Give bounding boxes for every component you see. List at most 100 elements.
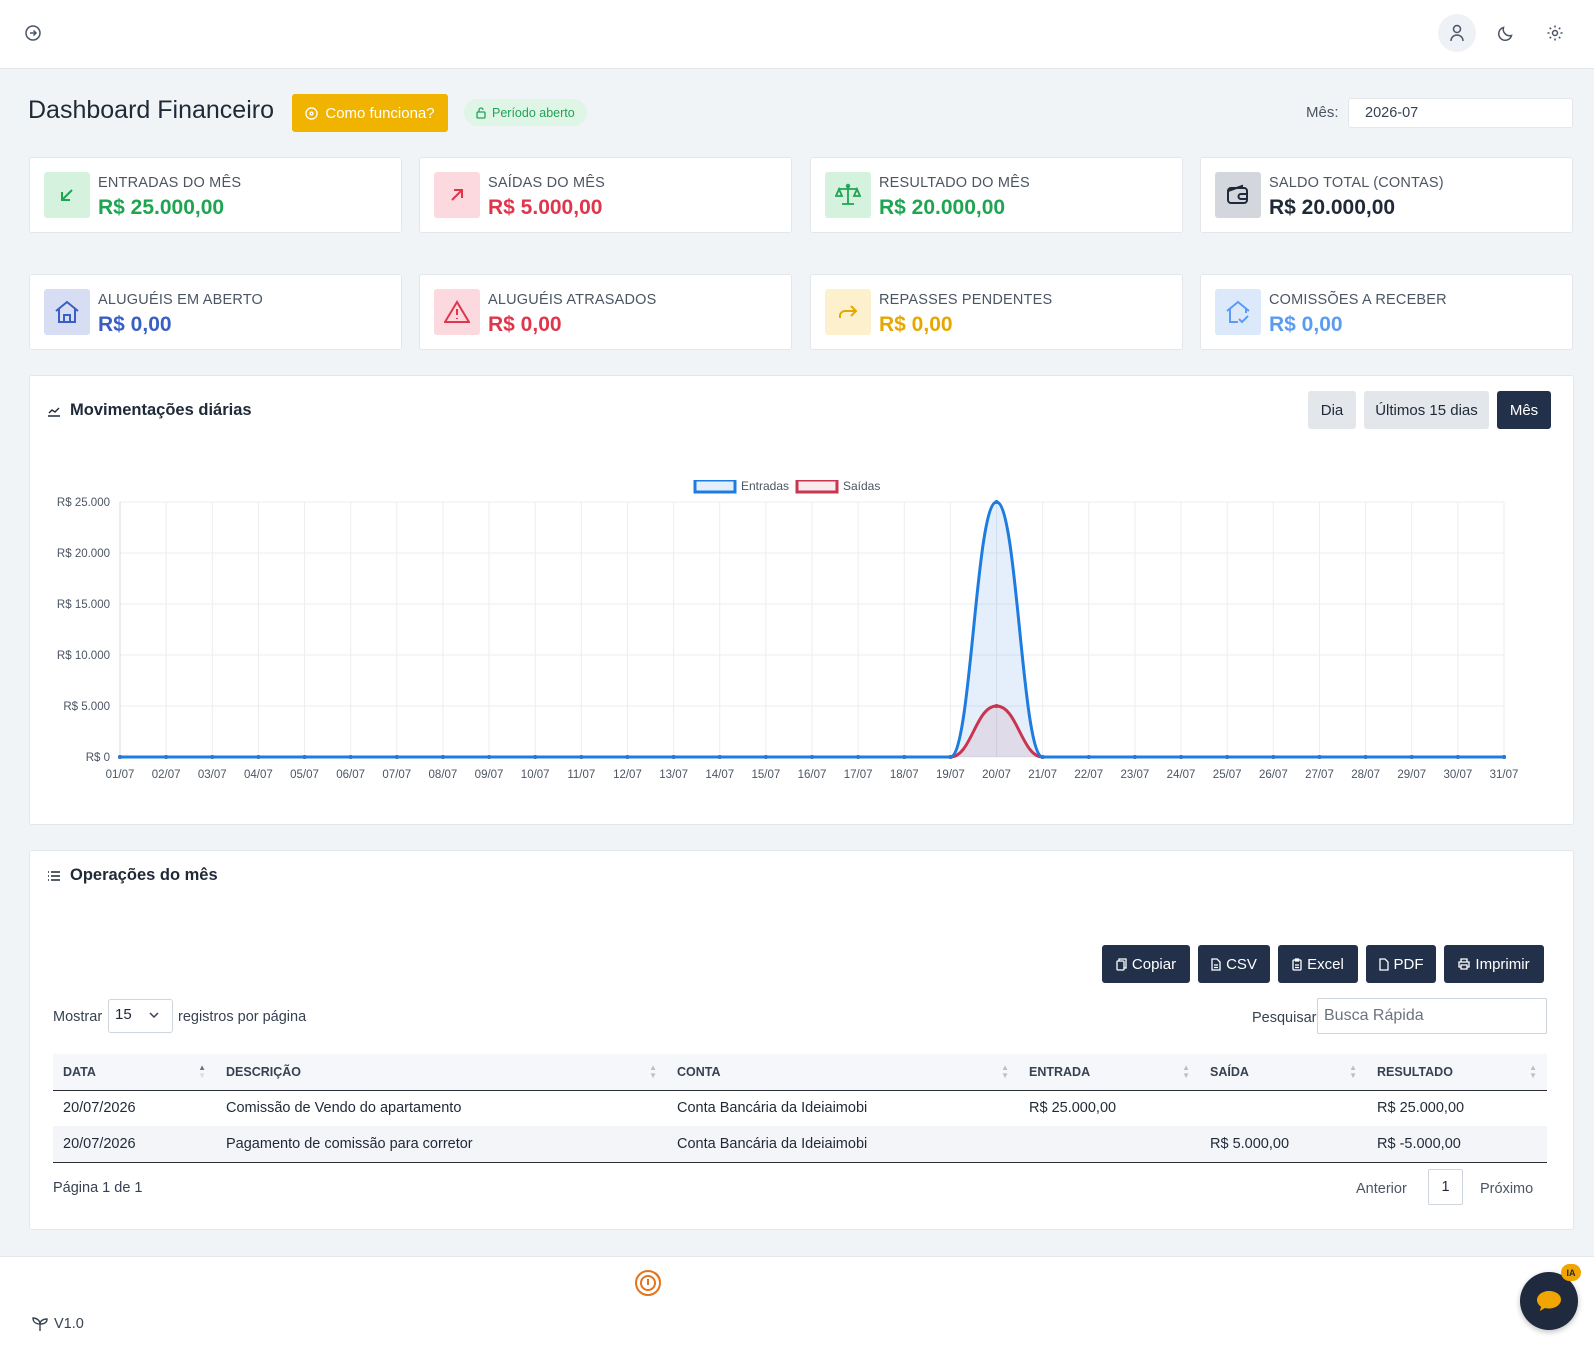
card-value: R$ 0,00	[488, 313, 562, 336]
legend-label: Entradas	[741, 480, 789, 493]
cell-saida	[1200, 1090, 1367, 1126]
card-value: R$ 20.000,00	[879, 196, 1006, 219]
previous-page-button[interactable]: Anterior	[1356, 1181, 1407, 1197]
page-size-value: 15	[115, 1006, 132, 1023]
x-tick-label: 07/07	[382, 769, 411, 781]
chart-panel-title-text: Movimentações diárias	[70, 401, 252, 419]
card-repasses: REPASSES PENDENTES R$ 0,00	[810, 274, 1183, 350]
card-value: R$ 25.000,00	[98, 196, 225, 219]
copy-button[interactable]: Copiar	[1102, 945, 1190, 983]
pdf-button-label: PDF	[1393, 955, 1424, 973]
data-point	[856, 755, 861, 759]
page-1-button[interactable]: 1	[1428, 1169, 1463, 1205]
y-tick-label: R$ 5.000	[63, 701, 110, 713]
sort-icon: ▲ ▼	[198, 1063, 206, 1080]
y-tick-label: R$ 25.000	[57, 497, 110, 509]
house-icon	[44, 289, 90, 335]
y-tick-label: R$ 15.000	[57, 599, 110, 611]
user-icon[interactable]	[1438, 14, 1476, 52]
column-header-conta[interactable]: CONTA ▲ ▼	[667, 1054, 1019, 1091]
card-label: ENTRADAS DO MÊS	[98, 175, 242, 191]
help-circle-icon	[305, 106, 319, 120]
table-row[interactable]: 20/07/2026 Comissão de Vendo do apartame…	[53, 1090, 1547, 1126]
month-input[interactable]: 2026-07	[1348, 98, 1573, 128]
chart-line-icon	[48, 407, 60, 417]
data-point	[1502, 755, 1506, 759]
csv-button[interactable]: CSV	[1198, 945, 1270, 983]
legend-label: Saídas	[843, 480, 880, 493]
excel-button-label: Excel	[1307, 955, 1344, 973]
column-header-entrada[interactable]: ENTRADA ▲ ▼	[1019, 1054, 1200, 1091]
footer	[0, 1256, 1594, 1346]
printer-icon	[1458, 958, 1471, 970]
version-info: V1.0	[32, 1316, 84, 1332]
sort-icon: ▲ ▼	[649, 1063, 657, 1080]
sidebar-toggle-icon[interactable]	[24, 24, 42, 42]
period-status-label: Período aberto	[492, 105, 575, 120]
data-point	[1086, 755, 1091, 759]
chat-bubble-icon	[1537, 1291, 1561, 1311]
data-point	[1455, 755, 1460, 759]
data-point	[256, 755, 261, 759]
card-resultado: RESULTADO DO MÊS R$ 20.000,00	[810, 157, 1183, 233]
excel-button[interactable]: Excel	[1278, 945, 1358, 983]
pdf-button[interactable]: PDF	[1366, 945, 1436, 983]
card-value: R$ 0,00	[98, 313, 172, 336]
data-point	[1132, 755, 1137, 759]
page-size-select[interactable]: 15	[108, 999, 173, 1033]
cell-conta: Conta Bancária da Ideiaimobi	[677, 1100, 868, 1117]
x-tick-label: 01/07	[106, 769, 135, 781]
data-point	[394, 755, 399, 759]
column-header-descricao[interactable]: DESCRIÇÃO ▲ ▼	[216, 1054, 667, 1091]
arrow-down-left-icon	[44, 172, 90, 218]
card-comissoes: COMISSÕES A RECEBER R$ 0,00	[1200, 274, 1573, 350]
how-it-works-label: Como funciona?	[325, 104, 435, 122]
csv-button-label: CSV	[1226, 955, 1257, 973]
table-row[interactable]: 20/07/2026 Pagamento de comissão para co…	[53, 1126, 1547, 1163]
column-header-saida[interactable]: SAÍDA ▲ ▼	[1200, 1054, 1367, 1091]
data-point	[1409, 755, 1414, 759]
card-entradas: ENTRADAS DO MÊS R$ 25.000,00	[29, 157, 402, 233]
data-point	[948, 755, 953, 759]
x-tick-label: 19/07	[936, 769, 965, 781]
chat-assistant-button[interactable]	[1520, 1272, 1578, 1330]
data-point	[717, 755, 722, 759]
scale-icon	[825, 172, 871, 218]
data-point	[302, 755, 307, 759]
cell-descricao: Pagamento de comissão para corretor	[216, 1126, 667, 1163]
range-month-button[interactable]: Mês	[1497, 391, 1551, 429]
x-tick-label: 13/07	[659, 769, 688, 781]
data-point	[1317, 755, 1322, 759]
gear-icon[interactable]	[1536, 14, 1574, 52]
copy-icon	[1116, 957, 1127, 971]
legend-swatch	[795, 480, 839, 494]
file-icon	[1211, 957, 1221, 971]
month-label: Mês:	[1306, 104, 1339, 121]
cell-data: 20/07/2026	[53, 1126, 216, 1163]
chevron-down-icon	[149, 1012, 159, 1019]
column-label: SAÍDA	[1210, 1064, 1249, 1079]
next-page-button[interactable]: Próximo	[1480, 1181, 1534, 1197]
x-tick-label: 16/07	[798, 769, 827, 781]
arrow-up-right-icon	[434, 172, 480, 218]
y-tick-label: R$ 0	[86, 752, 110, 764]
data-point	[487, 755, 492, 759]
search-input[interactable]: Busca Rápida	[1317, 998, 1547, 1034]
range-day-button[interactable]: Dia	[1308, 391, 1356, 429]
data-point	[1271, 755, 1276, 759]
list-icon	[48, 870, 60, 881]
data-point	[533, 755, 538, 759]
how-it-works-button[interactable]: Como funciona?	[292, 94, 448, 132]
print-button[interactable]: Imprimir	[1444, 945, 1544, 983]
moon-icon[interactable]	[1487, 14, 1525, 52]
sort-icon: ▲ ▼	[1349, 1063, 1357, 1080]
x-tick-label: 18/07	[890, 769, 919, 781]
x-tick-label: 14/07	[705, 769, 734, 781]
card-label: ALUGUÉIS EM ABERTO	[98, 292, 264, 308]
x-tick-label: 27/07	[1305, 769, 1334, 781]
column-header-resultado[interactable]: RESULTADO ▲ ▼	[1367, 1054, 1547, 1091]
column-header-data[interactable]: DATA ▲ ▼	[53, 1054, 216, 1091]
page-info: Página 1 de 1	[53, 1180, 143, 1196]
card-saidas: SAÍDAS DO MÊS R$ 5.000,00	[419, 157, 792, 233]
range-15-days-button[interactable]: Últimos 15 dias	[1364, 391, 1489, 429]
